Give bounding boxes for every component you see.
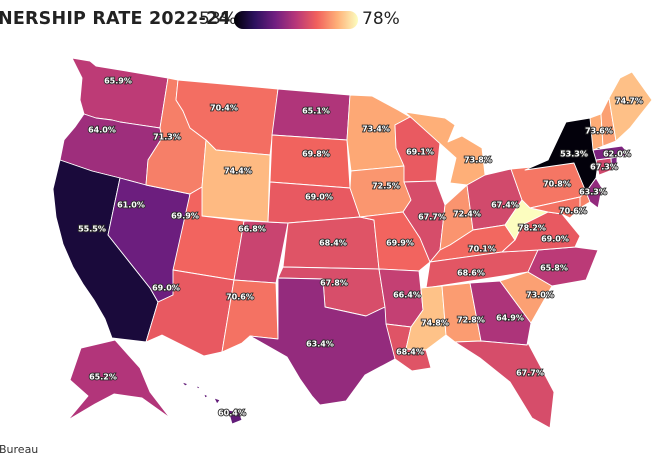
state-label-il: 67.7% bbox=[418, 213, 446, 222]
state-label-ms: 74.8% bbox=[421, 319, 449, 328]
state-label-ks: 68.4% bbox=[319, 239, 347, 248]
state-label-la: 68.4% bbox=[396, 348, 424, 357]
state-label-ct: 67.3% bbox=[590, 163, 618, 172]
state-label-ma: 62.0% bbox=[603, 150, 631, 159]
state-label-or: 64.0% bbox=[88, 126, 116, 135]
state-label-in: 72.4% bbox=[453, 210, 481, 219]
state-sd bbox=[269, 134, 351, 189]
state-label-az: 69.0% bbox=[152, 284, 180, 293]
state-fl bbox=[454, 340, 555, 429]
state-label-mi: 73.8% bbox=[464, 156, 492, 165]
state-label-wv: 78.2% bbox=[518, 224, 546, 233]
state-label-nv: 61.0% bbox=[117, 201, 145, 210]
state-ma bbox=[592, 145, 631, 161]
state-label-ar: 66.4% bbox=[393, 291, 421, 300]
state-label-wi: 69.1% bbox=[406, 148, 434, 157]
state-label-wa: 65.9% bbox=[104, 77, 132, 86]
source-note: Bureau bbox=[0, 443, 39, 456]
state-ak bbox=[67, 339, 171, 421]
state-label-tx: 63.4% bbox=[306, 340, 334, 349]
state-label-ga: 64.9% bbox=[496, 314, 524, 323]
state-label-md: 70.6% bbox=[559, 207, 587, 216]
state-label-sc: 73.0% bbox=[526, 291, 554, 300]
state-mi bbox=[404, 111, 486, 186]
state-label-ny: 53.3% bbox=[560, 150, 588, 159]
state-me bbox=[608, 71, 653, 142]
state-label-hi: 60.4% bbox=[218, 409, 246, 418]
state-tx bbox=[249, 277, 396, 406]
state-label-vt: 73.6% bbox=[585, 127, 613, 136]
legend-max-label: 78% bbox=[362, 9, 400, 29]
state-label-co: 66.8% bbox=[238, 225, 266, 234]
state-label-mt: 70.4% bbox=[210, 104, 238, 113]
state-label-nm: 70.6% bbox=[226, 293, 254, 302]
state-label-pa: 70.8% bbox=[543, 180, 571, 189]
state-ny bbox=[524, 117, 601, 193]
state-label-fl: 67.7% bbox=[516, 369, 544, 378]
state-ia bbox=[349, 165, 412, 218]
state-label-mn: 73.4% bbox=[362, 125, 390, 134]
state-label-mo: 69.9% bbox=[386, 239, 414, 248]
state-label-ky: 70.1% bbox=[468, 245, 496, 254]
legend-color-bar bbox=[234, 11, 358, 29]
state-co bbox=[233, 220, 289, 284]
state-label-ne: 69.0% bbox=[305, 193, 333, 202]
state-label-ia: 72.5% bbox=[372, 182, 400, 191]
state-label-wy: 74.4% bbox=[224, 167, 252, 176]
state-label-nj: 63.3% bbox=[579, 188, 607, 197]
legend-min-label: 53% bbox=[199, 9, 237, 29]
state-label-ca: 55.5% bbox=[78, 225, 106, 234]
state-nj bbox=[585, 177, 603, 209]
state-label-va: 69.0% bbox=[541, 235, 569, 244]
state-ga bbox=[469, 280, 532, 346]
state-label-me: 74.7% bbox=[615, 97, 643, 106]
state-label-ut: 69.9% bbox=[171, 212, 199, 221]
state-label-sd: 69.8% bbox=[302, 150, 330, 159]
state-label-nd: 65.1% bbox=[302, 107, 330, 116]
state-shapes bbox=[52, 57, 653, 429]
state-label-oh: 67.4% bbox=[491, 201, 519, 210]
map-title: NERSHIP RATE 2022-24 bbox=[0, 9, 231, 29]
state-labels: 65.9% 64.0% 55.5% 61.0% 71.3% 70.4% 74.4% 69.9%… bbox=[77, 76, 644, 419]
state-label-ok: 67.8% bbox=[320, 279, 348, 288]
state-label-al: 72.8% bbox=[457, 316, 485, 325]
state-label-tn: 68.6% bbox=[457, 269, 485, 278]
state-label-ak: 65.2% bbox=[89, 373, 117, 382]
state-ne bbox=[267, 181, 361, 224]
state-label-id: 71.3% bbox=[153, 133, 181, 142]
state-label-nc: 65.8% bbox=[540, 264, 568, 273]
state-hi bbox=[181, 381, 243, 425]
